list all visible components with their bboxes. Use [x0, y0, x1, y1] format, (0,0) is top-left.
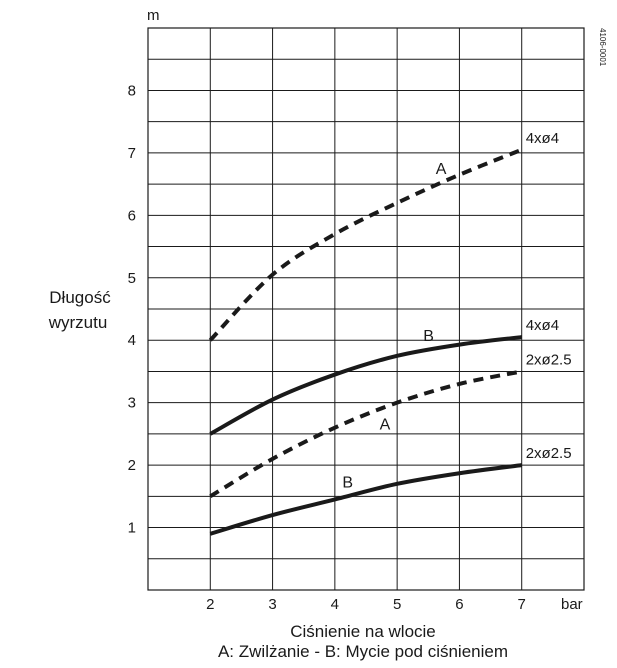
curve-letter-label: A — [436, 161, 447, 178]
y-tick-label: 4 — [128, 332, 136, 349]
y-tick-label: 8 — [128, 82, 136, 99]
series-line — [208, 147, 523, 342]
y-axis-label-line2: wyrzutu — [48, 313, 108, 332]
curve-letter-label: A — [380, 417, 391, 434]
x-tick-label: 5 — [393, 596, 401, 613]
y-tick-label: 6 — [128, 207, 136, 224]
y-unit-label: m — [147, 7, 160, 24]
x-tick-label: 7 — [518, 596, 526, 613]
curve-letter-label: B — [342, 474, 353, 491]
chart-curve-labels: 4xø4 A 4xø4 B 2xø2.5 A 2xø2.5 B — [342, 130, 571, 492]
y-tick-label: 1 — [128, 520, 136, 537]
series-name-label: 4xø4 — [526, 130, 559, 147]
y-axis-label-line1: Długość — [49, 288, 111, 307]
x-axis-label: Ciśnienie na wlocie — [290, 622, 436, 641]
y-tick-label: 5 — [128, 270, 136, 287]
chart-series — [208, 147, 523, 536]
chart-ticks: 2 3 4 5 6 7 1 2 3 4 5 6 7 8 — [128, 82, 526, 613]
series-name-label: 2xø2.5 — [526, 445, 572, 462]
y-tick-label: 7 — [128, 145, 136, 162]
x-tick-label: 2 — [206, 596, 214, 613]
chart-subtitle: A: Zwilżanie - B: Mycie pod ciśnieniem — [218, 642, 508, 661]
plot-frame — [147, 27, 585, 591]
y-tick-label: 2 — [128, 457, 136, 474]
chart-grid — [147, 27, 585, 591]
y-tick-label: 3 — [128, 395, 136, 412]
series-name-label: 2xø2.5 — [526, 351, 572, 368]
series-name-label: 4xø4 — [526, 317, 559, 334]
x-tick-label: 6 — [455, 596, 463, 613]
x-unit-label: bar — [561, 596, 583, 613]
series-line — [209, 335, 522, 436]
series-line — [209, 369, 523, 499]
curve-letter-label: B — [423, 328, 434, 345]
x-tick-label: 4 — [331, 596, 339, 613]
figure-code: 4106-0001 — [598, 28, 607, 67]
series-line — [209, 463, 522, 536]
x-tick-label: 3 — [268, 596, 276, 613]
